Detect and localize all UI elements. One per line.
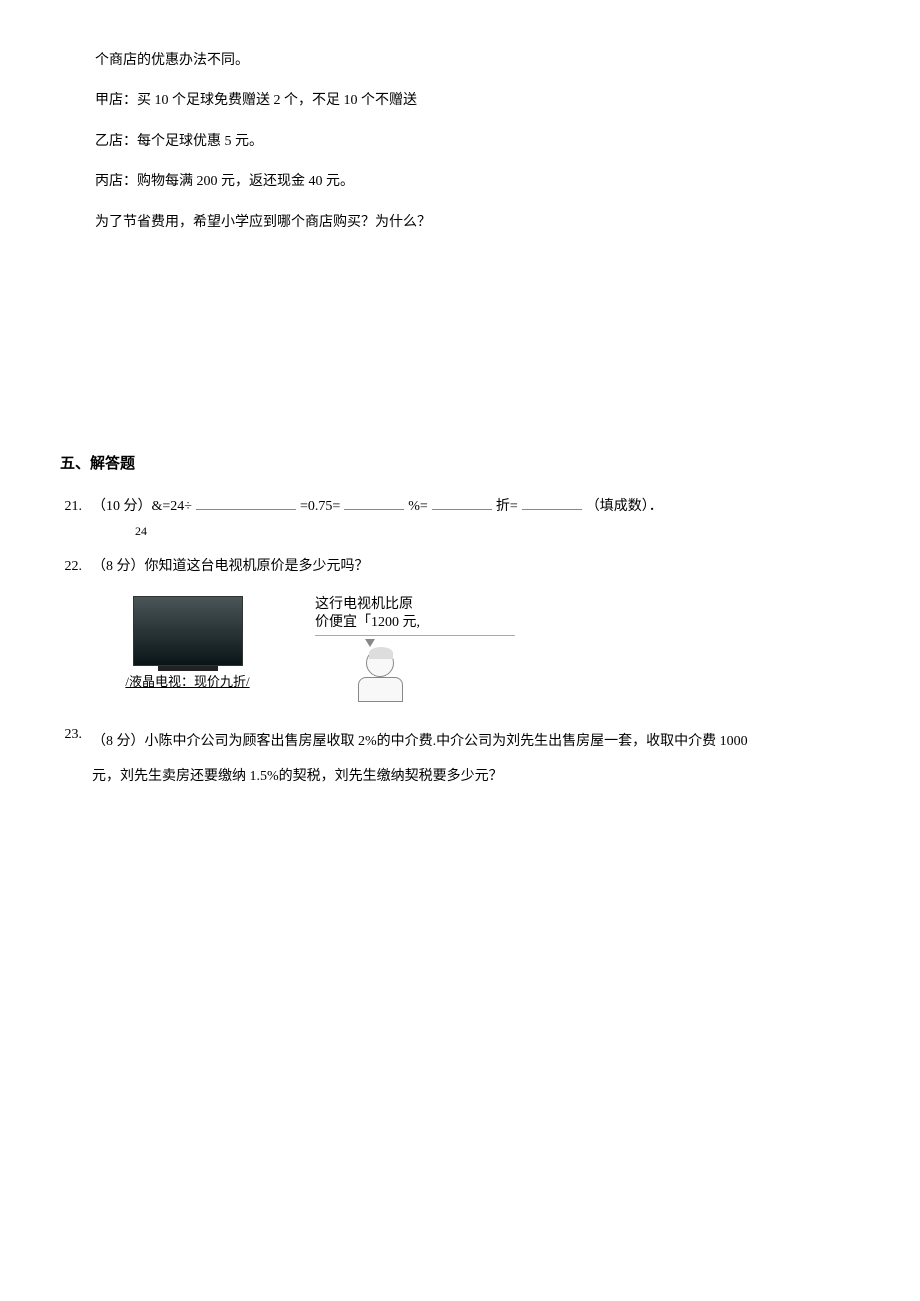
person-icon	[350, 649, 410, 704]
q21-part5: （填成数）．	[586, 499, 663, 514]
question-23-body: （8 分）小陈中介公司为顾客出售房屋收取 2%的中介费.中介公司为刘先生出售房屋…	[92, 724, 860, 794]
q21-blank-4	[522, 496, 582, 510]
question-21-number: 21.	[60, 496, 92, 518]
intro-line-1: 个商店的优惠办法不同。	[60, 50, 860, 72]
q21-part2: =0.75=	[300, 499, 340, 514]
intro-line-5: 为了节省费用，希望小学应到哪个商店购买？为什么？	[60, 212, 860, 234]
person-head-icon	[366, 649, 394, 677]
question-21-body: （10 分）&=24÷ =0.75= %= 折= （填成数）．	[92, 496, 860, 518]
q23-text-1: 小陈中介公司为顾客出售房屋收取 2%的中介费.中介公司为刘先生出售房屋一套，收取…	[145, 734, 748, 749]
q23-points: （8 分）	[92, 734, 145, 749]
question-23: 23. （8 分）小陈中介公司为顾客出售房屋收取 2%的中介费.中介公司为刘先生…	[60, 724, 860, 794]
q22-points: （8 分）	[92, 559, 145, 574]
q21-part4: 折=	[496, 499, 518, 514]
q23-text-2: 元，刘先生卖房还要缴纳 1.5%的契税，刘先生缴纳契税要多少元？	[92, 769, 503, 784]
tv-block: /液晶电视：现价九折/	[100, 596, 275, 694]
intro-line-4: 丙店：购物每满 200 元，返还现金 40 元。	[60, 171, 860, 193]
q21-blank-3	[432, 496, 492, 510]
q21-blank-1	[196, 496, 296, 510]
question-22-number: 22.	[60, 556, 92, 578]
person-body-icon	[358, 677, 403, 702]
speech-tail-icon	[365, 639, 375, 647]
question-23-number: 23.	[60, 724, 92, 746]
section-5-heading: 五、解答题	[60, 452, 860, 476]
q22-image-row: /液晶电视：现价九折/ 这行电视机比原 价便宜「1200 元,	[100, 596, 860, 704]
speech-line-1: 这行电视机比原	[315, 597, 413, 612]
question-21: 21. （10 分）&=24÷ =0.75= %= 折= （填成数）．	[60, 496, 860, 518]
tv-caption: /液晶电视：现价九折/	[125, 672, 249, 693]
intro-line-3: 乙店：每个足球优惠 5 元。	[60, 131, 860, 153]
q21-sub: 24	[135, 522, 860, 541]
speech-line-2: 价便宜「1200 元,	[315, 615, 420, 630]
q21-blank-2	[344, 496, 404, 510]
q21-points: （10 分）	[92, 499, 152, 514]
q22-text: 你知道这台电视机原价是多少元吗？	[145, 559, 369, 574]
question-22: 22. （8 分）你知道这台电视机原价是多少元吗？	[60, 556, 860, 578]
speech-block: 这行电视机比原 价便宜「1200 元,	[315, 596, 515, 704]
spacing-gap	[60, 252, 860, 412]
intro-line-2: 甲店：买 10 个足球免费赠送 2 个，不足 10 个不赠送	[60, 90, 860, 112]
tv-icon	[133, 596, 243, 666]
q21-part3: %=	[408, 499, 428, 514]
question-22-body: （8 分）你知道这台电视机原价是多少元吗？	[92, 556, 860, 578]
speech-bubble: 这行电视机比原 价便宜「1200 元,	[315, 596, 515, 636]
q21-part1: &=24÷	[152, 499, 192, 514]
